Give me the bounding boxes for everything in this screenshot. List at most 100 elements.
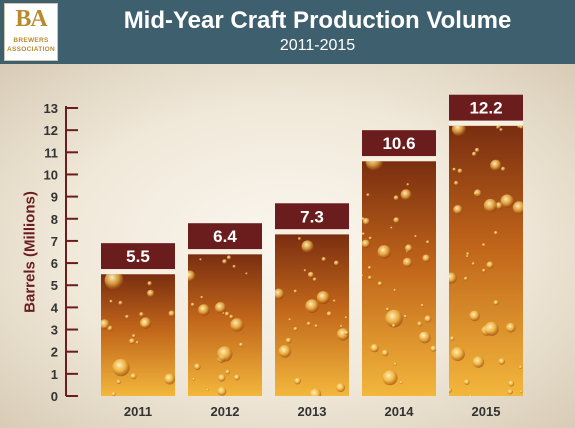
bubble: [230, 318, 244, 332]
bubble: [132, 334, 136, 338]
bubble: [450, 347, 465, 362]
bubble: [314, 324, 318, 328]
bubble: [226, 255, 232, 260]
bubble: [370, 343, 379, 353]
logo-text-brewers: BREWERS: [13, 37, 49, 44]
bubble: [306, 321, 311, 326]
y-tick-label: 7: [51, 234, 58, 249]
x-tick-label: 2014: [385, 404, 415, 419]
bubble: [192, 377, 195, 381]
y-tick-label: 4: [51, 300, 59, 315]
bubble: [490, 159, 502, 171]
bubble: [393, 195, 399, 201]
bubble: [464, 379, 470, 385]
bar-bubbles: [101, 274, 175, 396]
value-label: 5.5: [126, 247, 150, 266]
y-tick-label: 3: [51, 323, 58, 338]
bubble: [463, 276, 468, 281]
x-tick-label: 2013: [298, 404, 327, 419]
bubble: [109, 299, 113, 303]
bubble: [377, 281, 383, 287]
bubble: [305, 299, 320, 313]
bubble: [362, 274, 364, 277]
y-tick-label: 10: [44, 167, 58, 182]
x-tick-label: 2011: [124, 404, 152, 419]
bubble: [303, 269, 307, 272]
bubble: [218, 374, 226, 382]
bar-bubbles: [188, 255, 248, 396]
bubble: [494, 231, 498, 235]
bubble: [101, 319, 110, 330]
bubble: [147, 289, 155, 298]
bubble: [344, 316, 348, 319]
bubble: [294, 377, 301, 385]
y-tick-label: 8: [51, 212, 58, 227]
bubble: [288, 318, 292, 321]
bubble: [234, 374, 240, 381]
bubble: [402, 257, 413, 268]
bubble: [418, 331, 431, 344]
bubble: [406, 183, 410, 186]
bubble: [224, 311, 230, 317]
bubble: [472, 356, 485, 368]
value-label-box: [449, 94, 523, 121]
bubble: [222, 259, 228, 264]
bubble: [482, 243, 486, 247]
bubble: [129, 338, 135, 345]
bubble: [104, 274, 124, 290]
bubble: [111, 392, 116, 396]
y-tick-label: 9: [51, 190, 58, 205]
bubble: [333, 260, 339, 266]
bubble: [365, 161, 384, 171]
bubble: [301, 240, 314, 253]
bar-2012: [188, 254, 262, 396]
bar-bubbles: [449, 125, 523, 396]
brewers-association-logo: BA BREWERS ASSOCIATION: [4, 3, 58, 61]
bubble: [239, 342, 244, 347]
bubble: [200, 295, 204, 299]
bubble: [362, 239, 371, 249]
bubble: [312, 277, 317, 282]
bubble: [382, 370, 398, 386]
bubble: [316, 291, 330, 305]
bubble: [471, 262, 475, 266]
bubble: [190, 302, 195, 307]
bubble: [326, 311, 332, 317]
bubble: [377, 245, 392, 259]
bubble: [214, 302, 227, 314]
bubble: [393, 288, 397, 292]
value-label-separator: [188, 249, 262, 255]
logo-mark: BA: [15, 6, 47, 32]
bubble: [450, 336, 455, 341]
bubble: [505, 322, 516, 333]
bubble: [393, 362, 397, 366]
bubble: [498, 358, 506, 365]
bubble: [366, 193, 370, 197]
bubble: [422, 254, 431, 263]
bubble: [519, 125, 523, 129]
bubble: [486, 261, 494, 269]
bubble: [452, 167, 456, 172]
bubble: [385, 307, 390, 311]
bubble: [466, 254, 469, 258]
bar-2014: [362, 161, 436, 396]
bubble: [367, 275, 372, 280]
bubble: [469, 394, 472, 396]
bubble: [393, 217, 400, 224]
bubble: [403, 314, 407, 318]
bubble: [206, 388, 209, 391]
bubble: [483, 198, 498, 213]
bubble: [139, 317, 152, 329]
bubble: [217, 346, 233, 362]
bubble: [297, 237, 302, 241]
bubble: [293, 289, 298, 293]
x-tick-label: 2012: [211, 404, 240, 419]
bubble: [194, 363, 201, 371]
bubble: [112, 358, 130, 377]
bubble: [453, 205, 463, 215]
y-tick-label: 5: [51, 278, 58, 293]
bubble: [391, 323, 396, 328]
y-tick-label: 1: [51, 367, 58, 382]
bubble: [232, 264, 236, 269]
